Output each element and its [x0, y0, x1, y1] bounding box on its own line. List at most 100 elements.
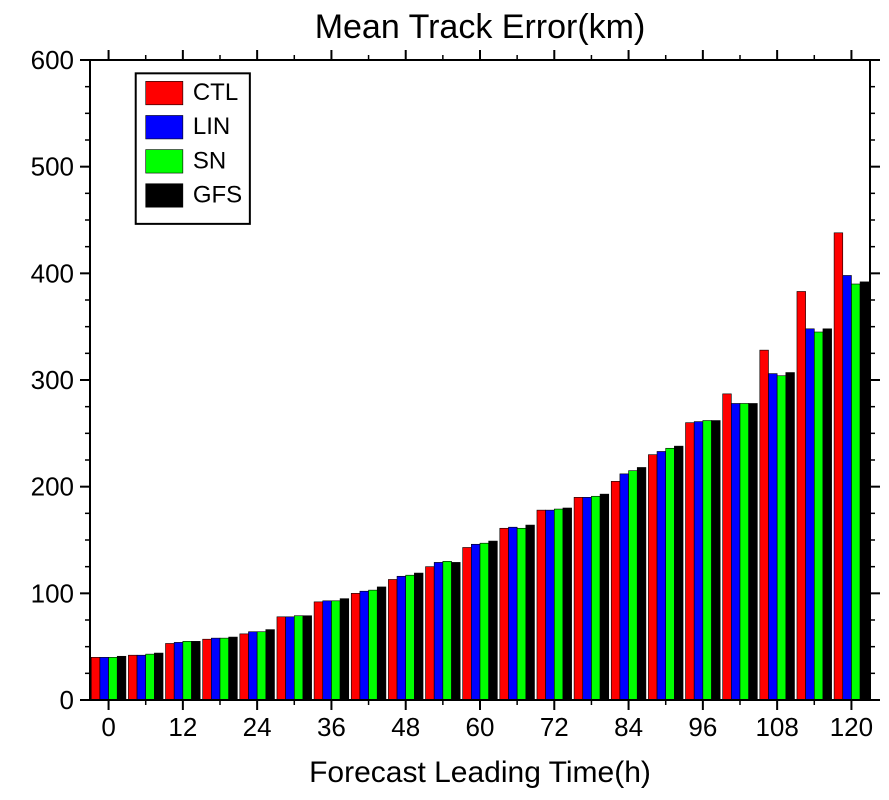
bar-ctl — [314, 602, 323, 700]
bar-sn — [109, 657, 118, 700]
bar-gfs — [749, 403, 758, 700]
bar-lin — [806, 329, 815, 700]
bar-sn — [814, 332, 823, 700]
bar-lin — [248, 632, 257, 700]
y-tick-label: 100 — [31, 578, 74, 608]
bar-lin — [620, 474, 629, 700]
bar-gfs — [786, 373, 795, 700]
bar-sn — [257, 632, 266, 700]
bar-gfs — [860, 282, 869, 700]
bar-lin — [546, 510, 555, 700]
legend-label-lin: LIN — [193, 113, 230, 140]
bar-lin — [768, 374, 777, 700]
bar-gfs — [266, 630, 275, 700]
bar-gfs — [340, 599, 349, 700]
bar-sn — [777, 376, 786, 700]
bar-gfs — [192, 641, 201, 700]
bar-ctl — [834, 233, 843, 700]
bar-sn — [369, 590, 378, 700]
x-tick-label: 108 — [755, 712, 798, 742]
legend-swatch-gfs — [146, 184, 183, 207]
bar-lin — [360, 591, 369, 700]
legend-label-gfs: GFS — [193, 182, 242, 209]
bar-ctl — [648, 455, 657, 700]
bar-ctl — [277, 617, 286, 700]
legend-swatch-ctl — [146, 81, 183, 104]
x-axis-label: Forecast Leading Time(h) — [309, 756, 651, 789]
bar-sn — [443, 561, 452, 700]
bar-sn — [146, 654, 155, 700]
bar-ctl — [797, 291, 806, 700]
bar-lin — [508, 527, 517, 700]
bar-sn — [740, 403, 749, 700]
bar-lin — [471, 544, 480, 700]
bar-ctl — [91, 657, 100, 700]
bar-ctl — [240, 634, 249, 700]
bar-ctl — [351, 593, 360, 700]
y-tick-label: 300 — [31, 365, 74, 395]
bar-ctl — [388, 579, 397, 700]
y-tick-label: 0 — [60, 685, 74, 715]
bar-ctl — [537, 510, 546, 700]
bar-sn — [591, 496, 600, 700]
y-tick-label: 600 — [31, 45, 74, 75]
y-tick-label: 400 — [31, 258, 74, 288]
bar-sn — [554, 509, 563, 700]
legend-swatch-sn — [146, 150, 183, 173]
bar-gfs — [563, 508, 572, 700]
bar-lin — [286, 617, 295, 700]
x-tick-label: 48 — [391, 712, 420, 742]
bar-ctl — [686, 423, 695, 700]
bar-lin — [323, 601, 332, 700]
bar-lin — [843, 275, 852, 700]
legend-swatch-lin — [146, 115, 183, 138]
bar-ctl — [574, 497, 583, 700]
bar-ctl — [611, 481, 620, 700]
bar-lin — [397, 576, 406, 700]
bar-ctl — [166, 643, 175, 700]
bar-lin — [211, 638, 220, 700]
bar-gfs — [117, 656, 126, 700]
bar-sn — [220, 638, 229, 700]
legend-label-ctl: CTL — [193, 79, 238, 106]
mean-track-error-chart: 0100200300400500600012243648607284961081… — [0, 0, 889, 800]
x-tick-label: 60 — [466, 712, 495, 742]
x-tick-label: 120 — [830, 712, 873, 742]
bar-sn — [666, 448, 675, 700]
bar-sn — [294, 616, 303, 700]
bar-lin — [694, 422, 703, 700]
bar-sn — [703, 421, 712, 700]
bar-gfs — [600, 494, 609, 700]
x-tick-label: 12 — [168, 712, 197, 742]
bar-lin — [137, 655, 146, 700]
bar-gfs — [452, 562, 461, 700]
y-tick-label: 200 — [31, 472, 74, 502]
bar-sn — [480, 543, 489, 700]
bar-gfs — [489, 541, 498, 700]
bar-gfs — [414, 573, 423, 700]
bar-ctl — [760, 350, 769, 700]
x-tick-label: 36 — [317, 712, 346, 742]
bar-lin — [583, 497, 592, 700]
bar-sn — [183, 641, 192, 700]
bar-ctl — [426, 567, 435, 700]
bar-gfs — [637, 467, 646, 700]
bar-lin — [434, 562, 443, 700]
bar-sn — [406, 575, 415, 700]
chart-container: 0100200300400500600012243648607284961081… — [0, 0, 889, 800]
chart-title: Mean Track Error(km) — [315, 8, 646, 46]
x-tick-label: 0 — [101, 712, 115, 742]
x-tick-label: 84 — [614, 712, 643, 742]
bar-gfs — [303, 616, 312, 700]
bar-lin — [100, 657, 109, 700]
bar-lin — [657, 451, 666, 700]
y-tick-label: 500 — [31, 152, 74, 182]
x-tick-label: 96 — [688, 712, 717, 742]
bar-gfs — [229, 637, 238, 700]
bar-lin — [174, 642, 183, 700]
bar-sn — [629, 471, 638, 700]
bar-gfs — [823, 329, 832, 700]
x-tick-label: 24 — [243, 712, 272, 742]
bar-ctl — [463, 547, 472, 700]
bar-ctl — [128, 655, 137, 700]
